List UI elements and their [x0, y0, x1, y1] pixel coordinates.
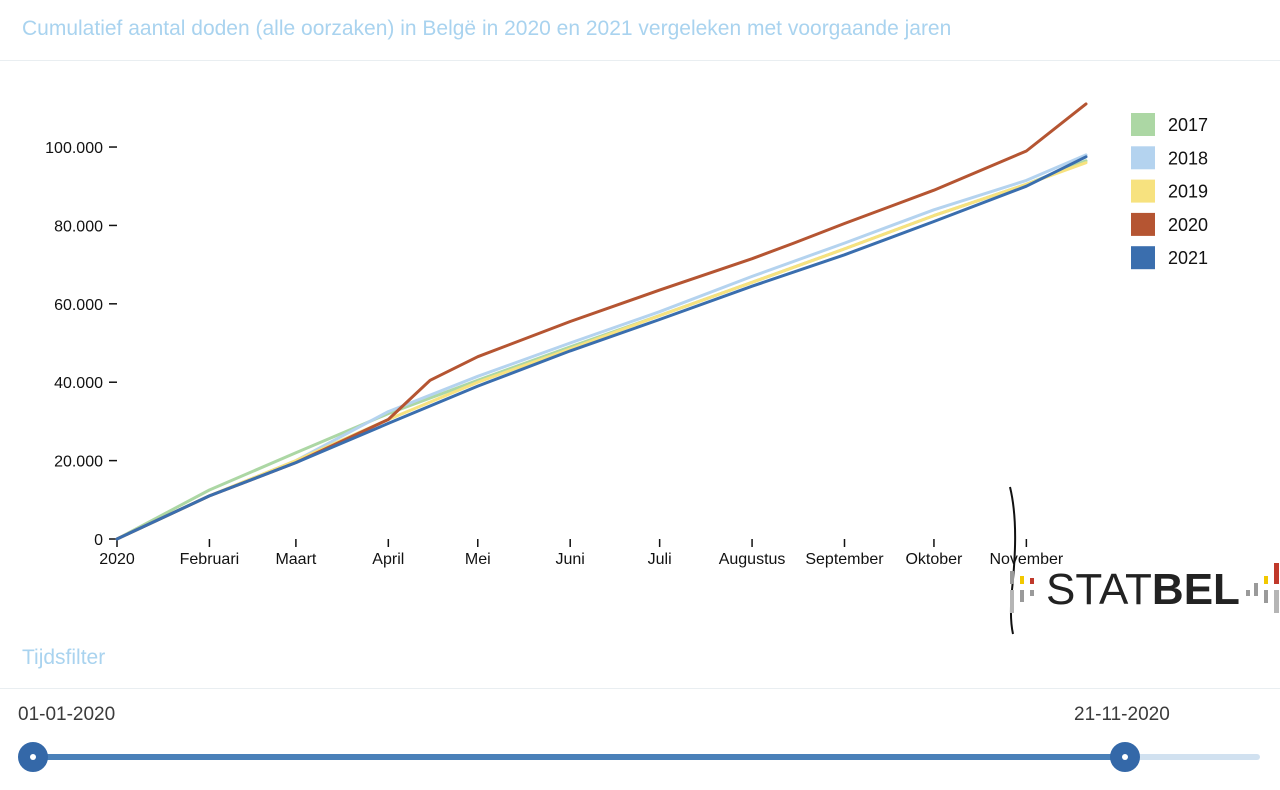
time-filter-title: Tijdsfilter — [22, 646, 106, 669]
legend-swatch-2021 — [1131, 246, 1155, 270]
handwritten-bracket — [1009, 486, 1017, 635]
slider-end-handle[interactable] — [1110, 742, 1141, 772]
svg-text:STATBEL: STATBEL — [1046, 565, 1240, 614]
y-tick-label: 0 — [94, 532, 103, 549]
filter-divider — [0, 688, 1280, 689]
chart-title: Cumulatief aantal doden (alle oorzaken) … — [22, 17, 952, 40]
legend-label-2021: 2021 — [1168, 248, 1208, 268]
x-tick-label: Mei — [465, 551, 491, 568]
x-tick-label: September — [805, 551, 884, 568]
slider-selected-range[interactable] — [33, 754, 1126, 760]
series-line-2021 — [115, 155, 1088, 541]
slider-start-handle[interactable] — [18, 742, 48, 772]
x-tick-label: Februari — [180, 551, 240, 568]
legend-swatch-2020 — [1131, 212, 1155, 236]
end-date-label: 21-11-2020 — [1074, 704, 1170, 725]
x-tick-label: Augustus — [719, 551, 786, 568]
legend-swatch-2019 — [1131, 179, 1155, 203]
x-axis: 2020 Februari Maart April Mei Juni Juli Augustu… — [99, 539, 1064, 568]
y-tick-label: 20.000 — [54, 454, 103, 471]
x-tick-label: April — [372, 551, 404, 568]
legend-label-2019: 2019 — [1168, 182, 1208, 202]
header-divider — [0, 60, 1280, 61]
statbel-logo: STATBEL — [1009, 486, 1279, 635]
y-axis: 0 20.000 40.000 60.000 80.000 100.000 — [45, 140, 117, 549]
x-tick-label: Juni — [556, 551, 585, 568]
chart: 0 20.000 40.000 60.000 80.000 100.000 2020 Feb… — [45, 102, 1279, 635]
y-tick-label: 100.000 — [45, 140, 103, 157]
series-line-2019 — [115, 161, 1088, 541]
legend-label-2018: 2018 — [1168, 148, 1208, 168]
y-tick-label: 40.000 — [54, 375, 103, 392]
series-lines — [115, 102, 1088, 541]
legend-swatch-2017 — [1131, 113, 1155, 136]
x-tick-label: November — [989, 551, 1063, 568]
start-date-label: 01-01-2020 — [18, 704, 116, 725]
x-tick-label: Maart — [275, 551, 316, 568]
legend-label-2017: 2017 — [1168, 115, 1208, 135]
logo-text-bold: BEL — [1152, 565, 1240, 614]
time-range-slider[interactable] — [0, 730, 1280, 790]
x-tick-label: Oktober — [905, 551, 963, 568]
legend: 2017 2018 2019 2020 2021 — [1131, 113, 1208, 270]
legend-swatch-2018 — [1131, 146, 1155, 170]
y-tick-label: 60.000 — [54, 297, 103, 314]
y-tick-label: 80.000 — [54, 218, 103, 235]
x-tick-label: 2020 — [99, 551, 135, 568]
logo-text-light: STAT — [1046, 565, 1152, 614]
x-tick-label: Juli — [648, 551, 672, 568]
legend-label-2020: 2020 — [1168, 215, 1208, 235]
